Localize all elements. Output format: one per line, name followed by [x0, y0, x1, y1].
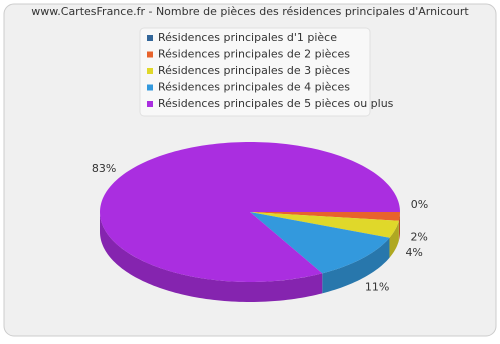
legend-label: Résidences principales de 5 pièces ou pl… [158, 97, 394, 110]
slice [250, 212, 400, 241]
legend-label: Résidences principales d'1 pièce [158, 31, 337, 44]
legend-label: Résidences principales de 3 pièces [158, 64, 350, 77]
legend-swatch [147, 51, 153, 58]
value-label: 2% [410, 230, 427, 243]
value-label: 11% [365, 281, 389, 294]
slice-top [250, 212, 390, 274]
value-label: 0% [411, 198, 428, 211]
slice [250, 212, 399, 258]
legend-label: Résidences principales de 2 pièces [158, 48, 350, 61]
slice-top [250, 212, 400, 221]
slice-side [398, 212, 400, 241]
slice [250, 212, 390, 294]
value-label: 83% [92, 162, 116, 175]
legend-swatch [147, 84, 153, 91]
slice-top [100, 142, 401, 282]
slice-top [250, 212, 399, 238]
slice-side [100, 212, 323, 302]
slice [100, 142, 401, 302]
legend-swatch [147, 35, 153, 41]
legend-label: Résidences principales de 4 pièces [158, 81, 350, 94]
legend-swatch [147, 101, 153, 107]
value-label: 4% [405, 246, 422, 259]
legend-box [139, 27, 371, 117]
slice-side [389, 220, 399, 258]
chart-title: www.CartesFrance.fr - Nombre de pièces d… [31, 5, 469, 18]
legend-swatch [147, 68, 153, 74]
slice-side [322, 237, 390, 294]
